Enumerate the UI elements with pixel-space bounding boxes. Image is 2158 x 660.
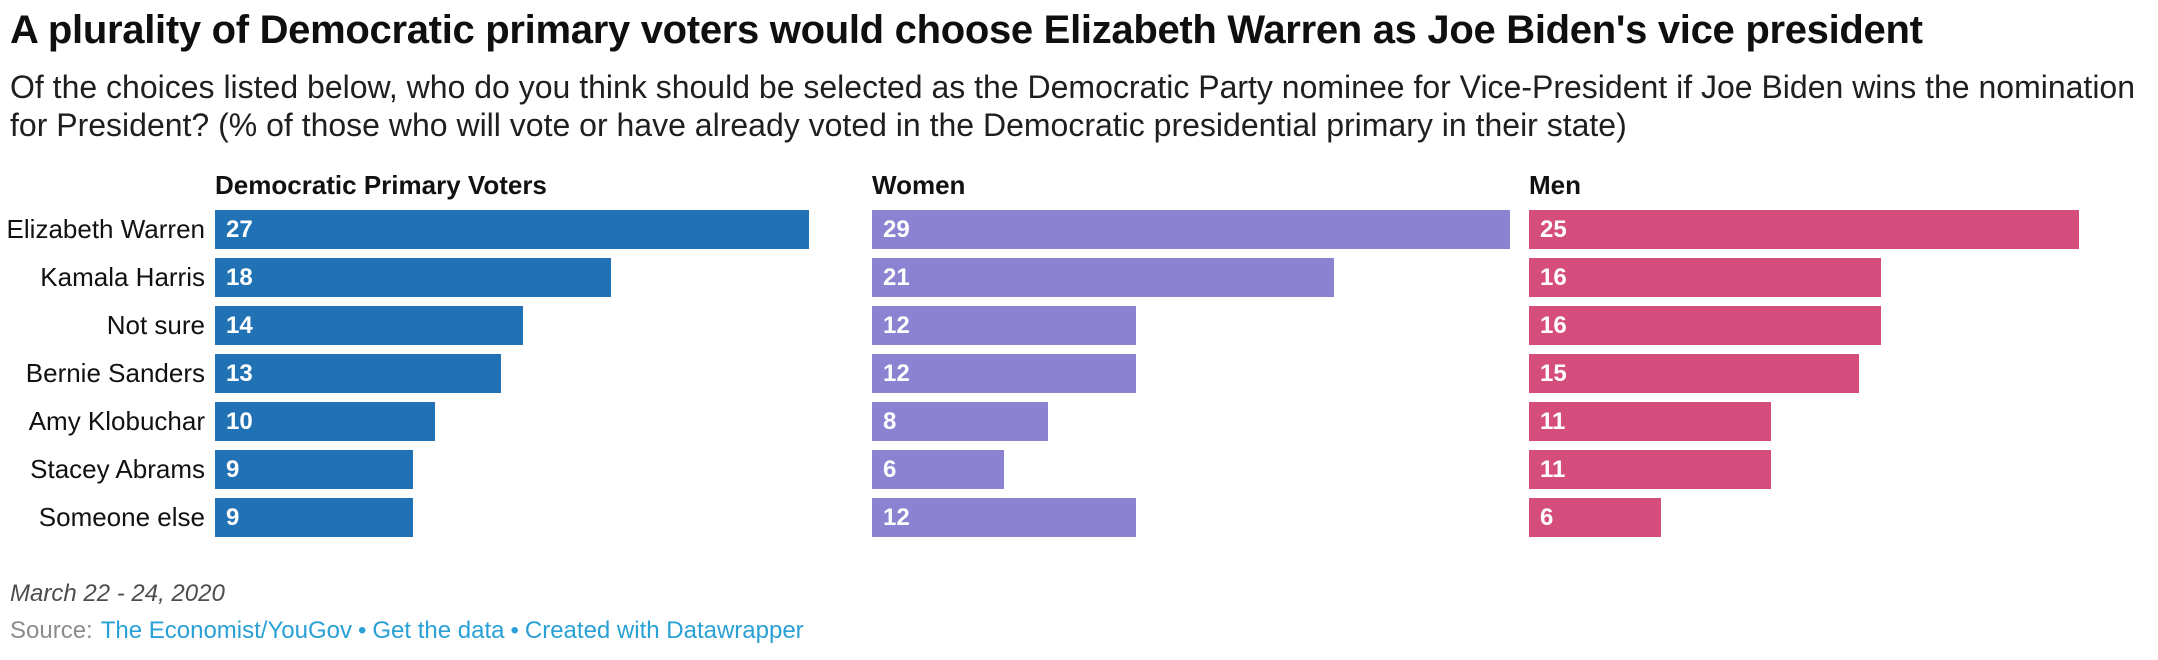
bar: 6 — [1529, 498, 1661, 537]
category-label: Stacey Abrams — [30, 454, 205, 484]
category-labels-column: Elizabeth Warren Kamala Harris Not sure Ber… — [6, 170, 205, 546]
bar: 12 — [872, 306, 1136, 345]
bar-value-label: 16 — [1540, 263, 1567, 291]
labels-header-spacer — [10, 170, 205, 201]
series-column-women: Women 29 21 12 12 8 6 12 — [872, 170, 1529, 546]
bar-row: 18 — [215, 258, 872, 297]
bar-value-label: 6 — [1540, 503, 1554, 531]
series-header: Men — [1529, 170, 1581, 200]
bar-value-label: 9 — [226, 455, 240, 483]
category-label: Amy Klobuchar — [28, 406, 205, 436]
source-link[interactable]: Get the data — [372, 617, 505, 644]
bar-row: 16 — [1529, 306, 2158, 345]
bar-row: 9 — [215, 498, 872, 537]
bar-value-label: 12 — [883, 359, 910, 387]
bar-value-label: 14 — [226, 311, 253, 339]
bar-value-label: 18 — [226, 263, 253, 291]
bar-row: 12 — [872, 306, 1529, 345]
bar-value-label: 25 — [1540, 215, 1567, 243]
series-header: Women — [872, 170, 966, 200]
bar: 16 — [1529, 306, 1881, 345]
bar: 25 — [1529, 210, 2079, 249]
bar-row: 10 — [215, 402, 872, 441]
category-label: Someone else — [38, 502, 205, 532]
bar: 6 — [872, 450, 1004, 489]
bar: 9 — [215, 450, 413, 489]
source-prefix: Source: — [10, 617, 93, 644]
bar: 15 — [1529, 354, 1859, 393]
bar: 18 — [215, 258, 611, 297]
bar: 11 — [1529, 402, 1771, 441]
source-line: Source: The Economist/YouGov • Get the data… — [10, 617, 804, 645]
bar: 10 — [215, 402, 435, 441]
bar-row: 12 — [872, 354, 1529, 393]
bar: 27 — [215, 210, 809, 249]
bar: 14 — [215, 306, 523, 345]
bar-row: 16 — [1529, 258, 2158, 297]
separator-dot: • — [357, 617, 367, 644]
bar: 16 — [1529, 258, 1881, 297]
bar-row: 11 — [1529, 402, 2158, 441]
series-header: Democratic Primary Voters — [215, 170, 547, 200]
bar-row: 6 — [872, 450, 1529, 489]
chart-subtitle: Of the choices listed below, who do you … — [10, 69, 2136, 143]
category-label: Elizabeth Warren — [6, 214, 205, 244]
source-link[interactable]: Created with Datawrapper — [524, 617, 804, 644]
notes-date: March 22 - 24, 2020 — [10, 580, 225, 607]
bar-value-label: 13 — [226, 359, 253, 387]
source-link[interactable]: The Economist/YouGov — [100, 617, 352, 644]
bar: 21 — [872, 258, 1334, 297]
chart-title: A plurality of Democratic primary voters… — [10, 8, 1923, 52]
bar: 12 — [872, 354, 1136, 393]
category-label: Bernie Sanders — [25, 358, 205, 388]
bar-row: 11 — [1529, 450, 2158, 489]
bar-row: 12 — [872, 498, 1529, 537]
bar-value-label: 27 — [226, 215, 253, 243]
bar-row: 21 — [872, 258, 1529, 297]
bar-row: 6 — [1529, 498, 2158, 537]
series-columns: Democratic Primary Voters 27 18 14 13 10 9 9 Wom… — [215, 170, 2158, 546]
bar: 29 — [872, 210, 1510, 249]
bar-value-label: 16 — [1540, 311, 1567, 339]
bar-value-label: 21 — [883, 263, 910, 291]
bar-value-label: 12 — [883, 503, 910, 531]
bar: 11 — [1529, 450, 1771, 489]
bar: 9 — [215, 498, 413, 537]
bar-value-label: 15 — [1540, 359, 1567, 387]
bar-row: 27 — [215, 210, 872, 249]
bar-value-label: 29 — [883, 215, 910, 243]
category-label: Not sure — [106, 310, 205, 340]
bar-row: 9 — [215, 450, 872, 489]
bar-value-label: 8 — [883, 407, 897, 435]
bar-value-label: 10 — [226, 407, 253, 435]
bar-value-label: 6 — [883, 455, 897, 483]
split-bar-chart: Elizabeth Warren Kamala Harris Not sure Ber… — [6, 170, 2158, 546]
bar-value-label: 11 — [1540, 455, 1566, 483]
bar-row: 13 — [215, 354, 872, 393]
series-column-democratic-primary-voters: Democratic Primary Voters 27 18 14 13 10 9 9 — [215, 170, 872, 546]
bar-value-label: 9 — [226, 503, 240, 531]
bar-row: 25 — [1529, 210, 2158, 249]
bar-row: 8 — [872, 402, 1529, 441]
category-label: Kamala Harris — [40, 262, 205, 292]
bar-value-label: 12 — [883, 311, 910, 339]
separator-dot: • — [510, 617, 519, 644]
bar-row: 15 — [1529, 354, 2158, 393]
bar-row: 29 — [872, 210, 1529, 249]
bar-row: 14 — [215, 306, 872, 345]
bar: 8 — [872, 402, 1048, 441]
bar: 12 — [872, 498, 1136, 537]
series-column-men: Men 25 16 16 15 11 11 6 — [1529, 170, 2158, 546]
bar-value-label: 11 — [1540, 407, 1566, 435]
bar: 13 — [215, 354, 501, 393]
